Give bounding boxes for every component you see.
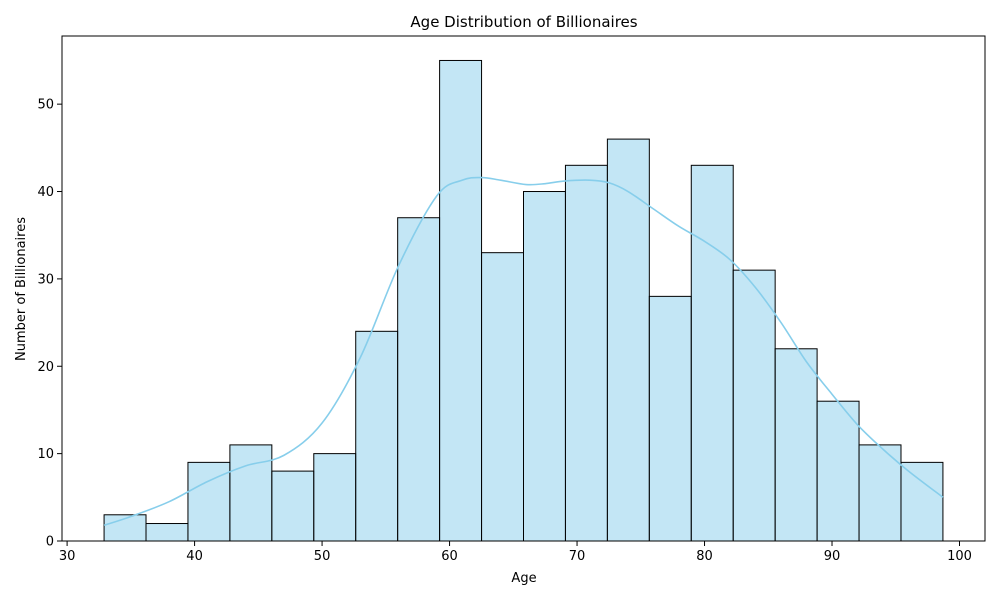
x-tick-label: 30 xyxy=(59,549,76,564)
histogram-bar xyxy=(900,461,944,542)
x-tick-label: 100 xyxy=(947,549,972,564)
histogram-bar xyxy=(313,453,357,542)
y-axis-ticks: 0 10 20 30 40 50 xyxy=(37,98,62,550)
kde-curve xyxy=(103,176,944,527)
chart-title: Age Distribution of Billionaires xyxy=(410,13,637,31)
x-axis-label: Age xyxy=(511,571,536,586)
histogram-bar xyxy=(774,348,818,542)
histogram-bar xyxy=(481,252,524,542)
y-tick-label: 50 xyxy=(37,98,54,113)
histogram-bar xyxy=(271,470,315,542)
bars-group xyxy=(103,59,944,542)
histogram-bar xyxy=(397,217,441,542)
y-tick-label: 30 xyxy=(37,272,54,287)
x-tick-label: 90 xyxy=(824,549,841,564)
y-tick-label: 20 xyxy=(37,360,54,375)
histogram-bar xyxy=(816,400,860,542)
y-tick-label: 40 xyxy=(37,185,54,200)
histogram-bar xyxy=(606,138,650,542)
histogram-bar xyxy=(145,523,189,542)
x-tick-label: 70 xyxy=(569,549,586,564)
histogram-bar xyxy=(648,295,692,542)
y-tick-label: 0 xyxy=(46,535,54,550)
histogram-bar xyxy=(523,191,566,542)
histogram-bar xyxy=(858,444,902,542)
histogram-bar xyxy=(229,444,273,542)
x-tick-label: 50 xyxy=(314,549,331,564)
y-axis-label: Number of Billionaires xyxy=(14,217,29,361)
x-tick-label: 40 xyxy=(186,549,203,564)
histogram-bar xyxy=(355,330,399,542)
plot-frame xyxy=(61,35,986,542)
histogram-bar xyxy=(690,164,734,542)
histogram-bar xyxy=(732,269,776,542)
histogram-bar xyxy=(564,164,608,542)
x-tick-label: 60 xyxy=(441,549,458,564)
y-tick-label: 10 xyxy=(37,447,54,462)
x-axis-ticks: 30 40 50 60 70 80 90 100 xyxy=(59,541,972,564)
histogram-bar xyxy=(439,59,483,542)
x-tick-label: 80 xyxy=(696,549,713,564)
